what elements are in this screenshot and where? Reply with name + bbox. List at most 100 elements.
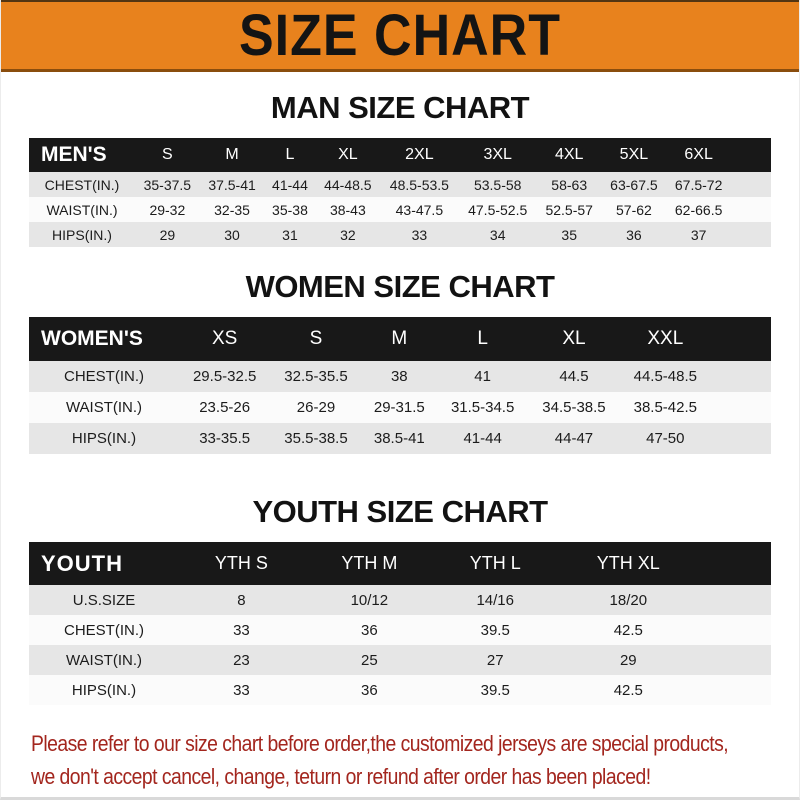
size-value-cell: 33 xyxy=(233,621,250,639)
row-label: CHEST(IN.) xyxy=(64,621,144,639)
table-row: HIPS(IN.) 33 36 39.5 42.5 xyxy=(29,675,771,705)
size-value-cell: 30 xyxy=(224,226,240,243)
size-value-cell: 33 xyxy=(411,226,428,243)
size-value-cell: 36 xyxy=(361,681,378,699)
row-label: WAIST(IN.) xyxy=(65,651,143,669)
size-value-cell: 47-50 xyxy=(646,430,685,447)
size-value-cell: 41 xyxy=(474,368,491,385)
table-head: YOUTH YTH S YTH M YTH L YTH XL xyxy=(29,542,771,585)
row-label: CHEST(IN.) xyxy=(44,176,120,193)
table-head: WOMEN'S XS S M L XL XXL xyxy=(29,317,771,361)
size-column-header: YTH L xyxy=(469,553,521,573)
size-value-cell: 23 xyxy=(233,651,250,669)
youth-size-table: YOUTH YTH S YTH M YTH L YTH XL U.S.SIZE 8 10/12… xyxy=(29,542,771,705)
size-value-cell: 8 xyxy=(237,591,246,609)
size-value-cell: 31 xyxy=(282,226,298,243)
size-value-cell: 52.5-57 xyxy=(545,201,593,218)
size-value-cell: 29.5-32.5 xyxy=(192,368,257,385)
size-value-cell: 43-47.5 xyxy=(395,201,444,218)
size-value-cell: 41-44 xyxy=(463,430,502,447)
size-value-cell: 37 xyxy=(690,226,707,243)
banner: SIZE CHART xyxy=(1,0,799,72)
table-corner-label: MEN'S xyxy=(41,143,107,166)
row-label: U.S.SIZE xyxy=(72,591,136,609)
section-title-men: MAN SIZE CHART xyxy=(270,90,530,125)
size-column-header: L xyxy=(285,146,295,163)
row-spacer xyxy=(701,645,771,675)
size-value-cell: 34 xyxy=(489,226,506,243)
size-value-cell: 27 xyxy=(486,651,504,669)
size-column-header: 5XL xyxy=(619,146,649,163)
size-column-header: 4XL xyxy=(554,146,584,163)
size-value-cell: 29-31.5 xyxy=(373,399,425,416)
size-value-cell: 57-62 xyxy=(616,201,652,218)
size-column-header: 6XL xyxy=(684,146,713,163)
row-spacer xyxy=(701,615,771,645)
table-row: WAIST(IN.) 29-32 32-35 35-38 38-43 43-47.5 47.… xyxy=(29,197,771,222)
size-value-cell: 33 xyxy=(233,681,250,699)
size-value-cell: 38.5-41 xyxy=(373,430,425,447)
size-value-cell: 32 xyxy=(340,226,356,243)
footer-line-1: Please refer to our size chart before or… xyxy=(31,731,729,756)
size-value-cell: 53.5-58 xyxy=(473,176,522,193)
size-value-cell: 44-47 xyxy=(554,430,594,447)
banner-title: SIZE CHART xyxy=(239,3,561,68)
table-header-row: YOUTH YTH S YTH M YTH L YTH XL xyxy=(29,542,771,585)
size-column-header: M xyxy=(225,146,239,163)
size-value-cell: 35 xyxy=(561,226,577,243)
row-label: CHEST(IN.) xyxy=(64,368,144,385)
size-value-cell: 29 xyxy=(159,226,176,243)
table-corner-label: WOMEN'S xyxy=(41,327,143,350)
table-header-row: MEN'S S M L XL 2XL 3XL 4XL 5XL 6XL xyxy=(29,138,771,172)
size-value-cell: 63-67.5 xyxy=(610,176,658,193)
size-value-cell: 33-35.5 xyxy=(199,430,251,447)
size-column-header: XS xyxy=(211,328,238,349)
size-value-cell: 47.5-52.5 xyxy=(468,201,528,218)
size-column-header: XXL xyxy=(647,328,684,349)
header-spacer xyxy=(731,138,771,172)
size-value-cell: 35-38 xyxy=(272,201,308,218)
size-column-header: YTH XL xyxy=(596,553,660,573)
table-row: CHEST(IN.) 33 36 39.5 42.5 xyxy=(29,615,771,645)
size-value-cell: 44-48.5 xyxy=(324,176,372,193)
row-spacer xyxy=(731,197,771,222)
table-body: CHEST(IN.) 35-37.5 37.5-41 41-44 44-48.5 48.5… xyxy=(29,172,771,247)
size-value-cell: 39.5 xyxy=(480,621,510,639)
row-label: WAIST(IN.) xyxy=(46,201,118,218)
size-column-header: S xyxy=(309,328,323,349)
size-column-header: S xyxy=(162,146,173,163)
size-value-cell: 36 xyxy=(626,226,642,243)
row-spacer xyxy=(711,361,771,392)
row-label: HIPS(IN.) xyxy=(71,430,137,447)
women-size-table: WOMEN'S XS S M L XL XXL CHEST(IN.) 29.5-32.5 32.5… xyxy=(29,317,771,454)
size-value-cell: 10/12 xyxy=(350,591,389,609)
size-column-header: XL xyxy=(562,328,586,349)
footer-note: Please refer to our size chart before or… xyxy=(1,727,799,793)
size-value-cell: 44.5-48.5 xyxy=(633,368,697,385)
size-value-cell: 41-44 xyxy=(272,176,308,193)
size-value-cell: 62-66.5 xyxy=(674,201,723,218)
row-spacer xyxy=(701,675,771,705)
size-column-header: YTH S xyxy=(214,553,268,573)
size-value-cell: 42.5 xyxy=(613,621,643,639)
size-value-cell: 31.5-34.5 xyxy=(450,399,515,416)
men-size-table: MEN'S S M L XL 2XL 3XL 4XL 5XL 6XL CHEST(IN.) 35-37… xyxy=(29,138,771,247)
size-value-cell: 29-32 xyxy=(149,201,186,218)
size-value-cell: 34.5-38.5 xyxy=(542,399,606,416)
size-value-cell: 42.5 xyxy=(613,681,643,699)
row-label: HIPS(IN.) xyxy=(71,681,137,699)
size-column-header: YTH M xyxy=(341,553,398,573)
size-column-header: 3XL xyxy=(483,146,512,163)
size-value-cell: 32-35 xyxy=(214,201,250,218)
women-size-chart-section: WOMEN SIZE CHART WOMEN'S XS S M L XL XXL CHEST(… xyxy=(1,269,799,454)
size-column-header: L xyxy=(477,328,488,349)
table-row: CHEST(IN.) 29.5-32.5 32.5-35.5 38 41 44.5 44.5… xyxy=(29,361,771,392)
table-head: MEN'S S M L XL 2XL 3XL 4XL 5XL 6XL xyxy=(29,138,771,172)
men-size-chart-section: MAN SIZE CHART MEN'S S M L XL 2XL 3XL 4XL 5XL 6XL… xyxy=(1,90,799,247)
header-spacer xyxy=(701,542,771,585)
size-value-cell: 37.5-41 xyxy=(208,176,256,193)
row-label: WAIST(IN.) xyxy=(65,399,143,416)
header-spacer xyxy=(711,317,771,361)
youth-size-chart-section: YOUTH SIZE CHART YOUTH YTH S YTH M YTH L YTH… xyxy=(1,494,799,705)
